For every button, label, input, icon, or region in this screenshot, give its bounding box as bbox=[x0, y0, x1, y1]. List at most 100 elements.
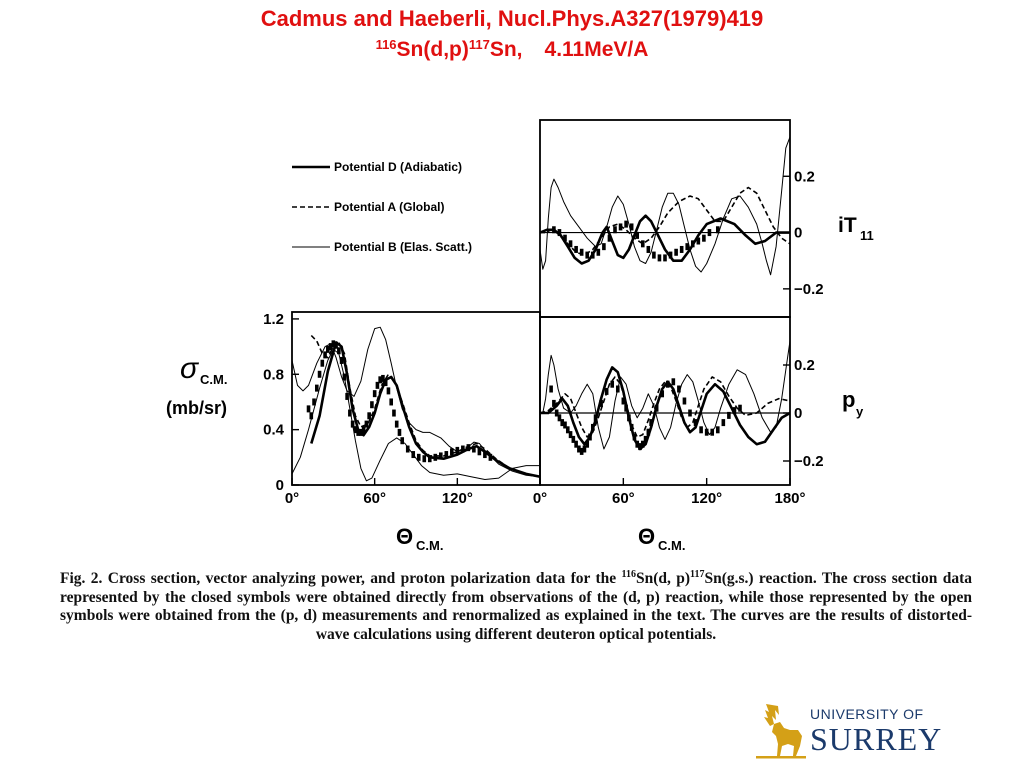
cs-data-point bbox=[483, 451, 487, 459]
py-data-point bbox=[565, 426, 570, 434]
cs-data-point bbox=[306, 405, 311, 413]
it11-data-point bbox=[552, 226, 556, 234]
cs-x-tick-label: 60° bbox=[363, 490, 386, 507]
py-data-point bbox=[727, 411, 731, 419]
py-data-point bbox=[610, 380, 615, 388]
py-data-point bbox=[627, 414, 631, 422]
cs-data-point bbox=[433, 453, 438, 461]
it11-data-point bbox=[585, 251, 590, 259]
py-frame bbox=[539, 316, 791, 486]
cs-data-point bbox=[350, 420, 355, 428]
legend-label-potential-a: Potential A (Global) bbox=[334, 200, 444, 214]
py-data-point bbox=[624, 404, 628, 412]
it11-curve-thin-solid-2 bbox=[540, 136, 790, 276]
py-data-point bbox=[568, 431, 573, 439]
it11-data-point bbox=[657, 254, 662, 262]
py-data-point bbox=[660, 390, 665, 398]
cs-y-tick-label: 1.2 bbox=[263, 311, 284, 328]
it11-axis-label: iT 11 bbox=[838, 214, 874, 243]
cs-y-tick-label: 0.4 bbox=[263, 422, 285, 439]
cs-data-point bbox=[315, 384, 319, 392]
it11-y-tick-label: 0.2 bbox=[794, 168, 815, 185]
caption-lead: Fig. 2. Cross section, vector analyzing … bbox=[60, 570, 622, 587]
py-data-point bbox=[721, 419, 726, 427]
it11-data-point bbox=[590, 251, 595, 259]
cs-data-point bbox=[326, 345, 330, 353]
py-data-point bbox=[549, 385, 553, 393]
cs-data-point bbox=[488, 453, 493, 461]
cs-data-point bbox=[439, 452, 443, 460]
analyzing-power-panel: 0.2 0 −0.2 bbox=[539, 119, 824, 318]
py-x-tick-label: 120° bbox=[691, 490, 722, 507]
py-data-point bbox=[640, 440, 645, 448]
py-data-point bbox=[638, 443, 642, 451]
py-data-point bbox=[593, 414, 598, 422]
cs-data-point bbox=[455, 446, 460, 454]
caption-mass-117: 117 bbox=[690, 569, 705, 580]
py-curve-thick-solid-0 bbox=[540, 366, 790, 451]
it11-data-point bbox=[568, 240, 573, 248]
it11-data-point bbox=[563, 234, 567, 242]
py-data-point bbox=[738, 404, 742, 412]
it11-data-point bbox=[702, 234, 706, 242]
cs-curve-thin-solid-2 bbox=[292, 326, 540, 478]
py-x-tick-label: 180° bbox=[774, 490, 805, 507]
cs-data-point bbox=[477, 448, 482, 456]
sigma-symbol: σ bbox=[180, 352, 200, 385]
cs-y-tick-label: 0.8 bbox=[263, 366, 284, 383]
theta-subscript-right: C.M. bbox=[658, 538, 685, 553]
it11-data-point bbox=[624, 220, 628, 228]
py-data-point bbox=[599, 399, 603, 407]
product-mass-number: 117 bbox=[468, 37, 490, 52]
py-data-point bbox=[557, 414, 562, 422]
cs-data-point bbox=[331, 340, 336, 348]
cs-data-point bbox=[359, 428, 363, 436]
it11-data-point bbox=[715, 226, 720, 234]
cs-data-point bbox=[405, 445, 410, 453]
cs-data-point bbox=[386, 387, 391, 395]
cs-data-point bbox=[400, 437, 405, 445]
it11-symbol: iT bbox=[838, 214, 857, 237]
it11-data-point bbox=[596, 248, 601, 256]
py-curve-thin-solid-2 bbox=[542, 340, 790, 450]
it11-frame bbox=[539, 119, 791, 318]
sigma-units: (mb/sr) bbox=[166, 398, 227, 418]
py-data-point bbox=[693, 419, 698, 427]
cs-data-point bbox=[353, 426, 358, 434]
py-data-point bbox=[579, 447, 584, 455]
py-x-tick-label: 60° bbox=[612, 490, 635, 507]
cs-data-point bbox=[364, 420, 369, 428]
cs-data-point bbox=[309, 412, 314, 420]
polarization-panel: 0.2 0 −0.2 0° 60° 120° 180° bbox=[533, 316, 824, 507]
theta-symbol-left: Θ bbox=[396, 524, 413, 549]
cs-data-point bbox=[381, 374, 385, 382]
cs-data-point bbox=[461, 445, 465, 453]
cs-data-point bbox=[392, 409, 396, 417]
cs-data-point bbox=[337, 347, 341, 355]
py-data-point bbox=[574, 440, 578, 448]
it11-data-point bbox=[602, 243, 606, 251]
py-data-point bbox=[677, 385, 681, 393]
cs-data-point bbox=[361, 426, 366, 434]
theta-subscript-left: C.M. bbox=[416, 538, 443, 553]
cs-data-point bbox=[342, 373, 347, 381]
it11-subscript: 11 bbox=[860, 228, 874, 243]
it11-y-tick-label: 0 bbox=[794, 225, 802, 242]
logo-line-university: UNIVERSITY OF bbox=[810, 706, 924, 722]
py-data-point bbox=[665, 380, 670, 388]
py-data-point bbox=[560, 419, 565, 427]
it11-data-point bbox=[557, 229, 562, 237]
py-data-point bbox=[671, 378, 676, 386]
cs-data-point bbox=[356, 428, 360, 436]
cs-data-point bbox=[317, 370, 322, 378]
it11-data-point bbox=[574, 245, 578, 253]
legend: Potential D (Adiabatic) Potential A (Glo… bbox=[292, 160, 472, 254]
cs-data-point bbox=[416, 453, 421, 461]
it11-data-point bbox=[674, 248, 678, 256]
caption-body: Sn(g.s.) reaction. The cross section dat… bbox=[60, 570, 972, 643]
py-data-point bbox=[688, 409, 692, 417]
py-data-point bbox=[710, 428, 715, 436]
it11-data-point bbox=[663, 254, 667, 262]
py-data-point bbox=[635, 440, 640, 448]
target-mass-number: 116 bbox=[375, 37, 397, 52]
